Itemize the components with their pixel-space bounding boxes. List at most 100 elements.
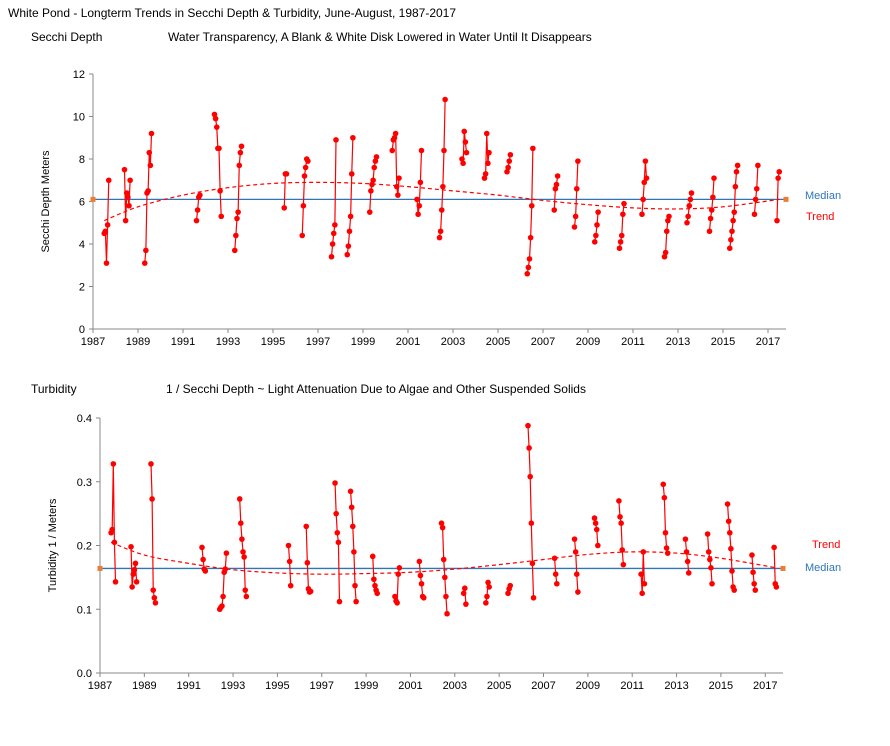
secchi-data-point: [552, 185, 559, 192]
secchi-data-point: [554, 173, 561, 179]
secchi-data-point: [481, 175, 488, 181]
secchi-x-tick-label: 2015: [711, 336, 735, 348]
secchi-data-point: [148, 130, 155, 137]
turbidity-data-point: [222, 566, 229, 572]
secchi-data-point: [393, 183, 400, 190]
secchi-season-line: [753, 165, 759, 215]
turbidity-data-point: [640, 549, 647, 555]
secchi-data-point: [753, 185, 760, 192]
turbidity-data-point: [223, 550, 230, 556]
turbidity-trend-line: [110, 541, 777, 575]
secchi-data-point: [688, 190, 695, 196]
secchi-data-point: [551, 207, 558, 213]
turbidity-data-point: [529, 560, 536, 567]
secchi-season-line: [553, 175, 559, 211]
turbidity-season-line: [553, 558, 558, 584]
secchi-data-point: [591, 239, 598, 245]
secchi-trend-line: [104, 181, 780, 222]
secchi-data-point: [639, 211, 645, 218]
turbidity-data-point: [708, 565, 714, 571]
secchi-data-point: [483, 130, 490, 137]
secchi-data-point: [328, 253, 335, 260]
turbidity-data-point: [527, 473, 534, 480]
turbidity-data-point: [591, 515, 598, 521]
turbidity-trend-label: Trend: [812, 539, 840, 551]
secchi-data-point: [234, 215, 240, 222]
secchi-data-point: [504, 168, 510, 175]
secchi-data-point: [621, 200, 627, 207]
turbidity-data-point: [420, 594, 427, 601]
secchi-data-point: [485, 160, 491, 167]
turbidity-data-point: [333, 510, 339, 517]
turbidity-season-line: [110, 463, 117, 582]
page-title: White Pond - Longterm Trends in Secchi D…: [8, 6, 457, 20]
secchi-data-point: [145, 188, 151, 194]
secchi-data-point: [143, 247, 149, 254]
secchi-data-point: [302, 164, 309, 171]
secchi-data-point: [661, 253, 668, 260]
secchi-data-point: [333, 137, 339, 143]
secchi-data-point: [344, 251, 351, 258]
secchi-season-line: [330, 139, 337, 257]
secchi-x-tick-label: 1989: [126, 336, 150, 348]
secchi-data-point: [620, 211, 626, 218]
secchi-data-point: [418, 147, 425, 154]
turbidity-data-point: [461, 585, 468, 592]
secchi-y-tick-label: 0: [79, 324, 85, 336]
turbidity-x-tick-label: 1999: [354, 680, 378, 692]
secchi-data-point: [350, 134, 356, 141]
secchi-season-line: [708, 178, 715, 232]
turbidity-data-point: [749, 552, 755, 558]
turbidity-data-point: [307, 588, 314, 595]
turbidity-data-point: [353, 598, 359, 605]
turbidity-season-line: [751, 555, 756, 591]
secchi-data-point: [329, 241, 336, 247]
secchi-data-point: [731, 209, 738, 215]
secchi-season-line: [103, 180, 110, 264]
secchi-data-point: [216, 145, 222, 152]
secchi-x-tick-label: 2001: [396, 336, 420, 348]
turbidity-data-point: [750, 569, 756, 576]
turbidity-season-line: [527, 425, 535, 598]
secchi-data-point: [776, 168, 783, 175]
turbidity-data-point: [287, 582, 294, 589]
secchi-data-point: [684, 219, 690, 226]
secchi-data-point: [643, 175, 650, 181]
turbidity-data-point: [438, 520, 445, 526]
secchi-season-line: [573, 161, 579, 228]
secchi-data-point: [146, 149, 153, 156]
secchi-x-tick-label: 1991: [171, 336, 195, 348]
turbidity-season-line: [287, 545, 292, 586]
turbidity-data-point: [236, 496, 243, 502]
turbidity-data-point: [199, 544, 205, 551]
turbidity-x-tick-label: 2009: [576, 680, 600, 692]
secchi-data-point: [774, 217, 780, 224]
turbidity-data-point: [336, 598, 343, 605]
turbidity-data-point: [484, 593, 490, 600]
turbidity-data-point: [554, 580, 560, 587]
secchi-data-point: [462, 139, 469, 145]
turbidity-data-point: [112, 579, 119, 585]
turbidity-x-tick-label: 1987: [88, 680, 112, 692]
secchi-data-point: [526, 256, 533, 262]
secchi-data-point: [437, 228, 444, 235]
turbidity-x-tick-label: 2015: [709, 680, 733, 692]
turbidity-x-tick-label: 2013: [664, 680, 688, 692]
secchi-x-tick-label: 2005: [486, 336, 510, 348]
turbidity-data-point: [241, 554, 247, 560]
secchi-season-line: [594, 212, 599, 242]
turbidity-x-tick-label: 2005: [487, 680, 511, 692]
turbidity-data-point: [111, 539, 118, 546]
turbidity-data-point: [685, 570, 692, 576]
turbidity-x-tick-label: 1995: [265, 680, 289, 692]
turbidity-data-point: [219, 603, 225, 609]
turbidity-x-tick-label: 2001: [398, 680, 422, 692]
secchi-data-point: [391, 134, 398, 141]
turbidity-data-point: [571, 536, 578, 542]
secchi-data-point: [506, 158, 513, 164]
secchi-median-end-marker: [783, 196, 789, 202]
turbidity-data-point: [726, 529, 733, 536]
turbidity-data-point: [238, 520, 244, 526]
secchi-data-point: [125, 194, 131, 201]
turbidity-data-point: [709, 580, 715, 587]
